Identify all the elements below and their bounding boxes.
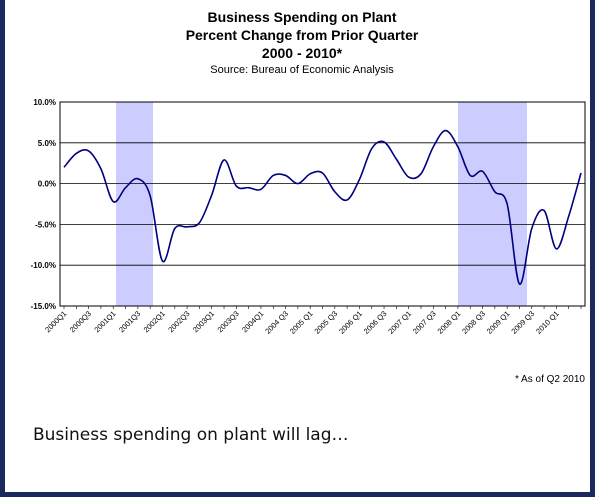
y-tick-label: -15.0% — [31, 302, 56, 311]
x-tick-label: 2000Q3 — [68, 309, 93, 334]
chart-title: 2000 - 2010* — [262, 45, 343, 61]
caption: Business spending on plant will lag… — [33, 425, 349, 445]
x-tick-label: 2000Q1 — [43, 309, 68, 334]
x-tick-label: 2003Q1 — [191, 309, 216, 334]
x-tick-label: 2008 Q3 — [460, 309, 487, 336]
y-tick-label: -5.0% — [35, 220, 56, 229]
recession-band — [458, 102, 527, 306]
x-tick-label: 2004Q1 — [240, 309, 265, 334]
x-tick-label: 2002Q1 — [142, 309, 167, 334]
chart-title: Business Spending on Plant — [207, 9, 396, 25]
x-tick-label: 2001Q1 — [92, 309, 117, 334]
x-tick-label: 2003Q3 — [216, 309, 241, 334]
x-tick-label: 2005 Q1 — [288, 309, 315, 336]
chart: Business Spending on Plant Percent Chang… — [31, 9, 586, 385]
x-tick-label: 2006 Q3 — [362, 309, 389, 336]
y-tick-label: 0.0% — [38, 180, 56, 189]
x-tick-label: 2007 Q1 — [386, 309, 413, 336]
x-tick-label: 2005 Q3 — [313, 309, 340, 336]
data-line — [63, 129, 582, 285]
x-tick-label: 2001Q3 — [117, 309, 142, 334]
x-tick-label: 2004 Q3 — [263, 309, 290, 336]
x-tick-label: 2008 Q1 — [436, 309, 463, 336]
recession-band — [116, 102, 153, 306]
x-tick-label: 2006 Q1 — [337, 309, 364, 336]
x-tick-label: 2007 Q3 — [411, 309, 438, 336]
y-tick-label: -10.0% — [31, 261, 56, 270]
x-tick-label: 2002Q3 — [166, 309, 191, 334]
y-tick-label: 10.0% — [33, 98, 56, 107]
x-tick-label: 2010 Q1 — [534, 309, 561, 336]
chart-title: Percent Change from Prior Quarter — [186, 27, 419, 43]
footnote: * As of Q2 2010 — [515, 374, 585, 385]
x-tick-label: 2009 Q1 — [485, 309, 512, 336]
x-tick-label: 2009 Q3 — [509, 309, 536, 336]
y-tick-label: 5.0% — [38, 139, 56, 148]
chart-subtitle: Source: Bureau of Economic Analysis — [210, 64, 394, 76]
